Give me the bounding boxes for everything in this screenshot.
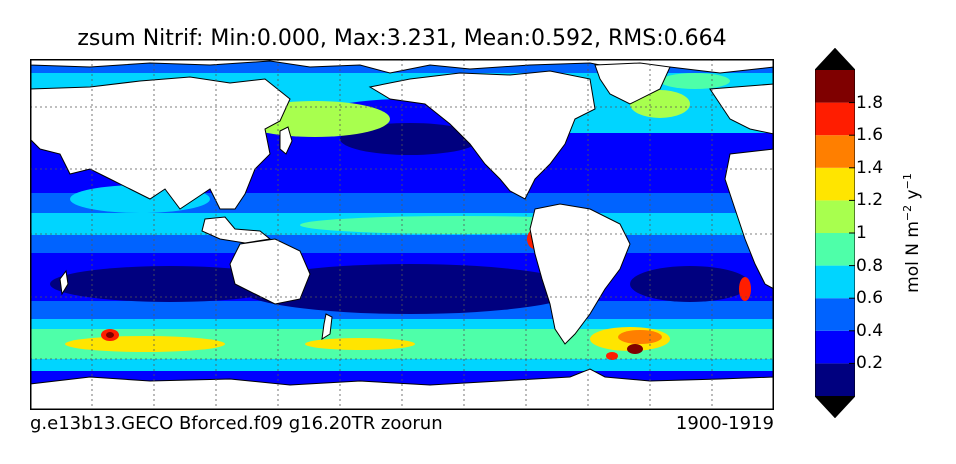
north-atlantic-yellow	[660, 73, 730, 89]
colorbar-segment	[815, 167, 855, 201]
map-grid	[30, 59, 774, 410]
land-africa	[724, 148, 774, 290]
land-indonesia	[201, 216, 272, 244]
colorbar-tick-label: 0.4	[856, 320, 884, 341]
patagonia-shelf-orange	[618, 330, 662, 344]
south-georgia-hotspot	[606, 352, 618, 360]
colorbar-label: mol N m−2 y−1	[901, 173, 923, 293]
south-atlantic-gyre	[630, 266, 750, 302]
colorbar	[815, 48, 855, 418]
crozet-core	[106, 332, 114, 338]
colorbar-segment	[815, 363, 855, 396]
benguela-red	[739, 277, 751, 301]
land-eurasia-west	[30, 76, 291, 210]
colorbar-extend-min	[815, 396, 855, 418]
southern-yellow-indian	[65, 336, 225, 352]
colorbar-segment	[815, 265, 855, 299]
colorbar-tick-label: 1.4	[856, 157, 884, 178]
land-south-america	[529, 203, 631, 345]
falklands-hotspot	[627, 344, 643, 354]
land-madagascar	[59, 269, 69, 296]
colorbar-segment	[815, 102, 855, 136]
south-indian-gyre	[50, 266, 290, 302]
colorbar-segment	[815, 330, 855, 364]
colorbar-tick-label: 0.8	[856, 255, 884, 276]
colorbar-outline	[815, 48, 855, 418]
north-pacific-core	[340, 123, 480, 155]
land-europe	[709, 83, 774, 135]
colorbar-segment	[815, 233, 855, 266]
map-plot	[30, 59, 774, 410]
colorbar-segment	[815, 135, 855, 168]
colorbar-segment	[815, 70, 855, 103]
colorbar-segment	[815, 200, 855, 233]
colorbar-tick-label: 1.2	[856, 190, 884, 211]
colorbar-tick-label: 1	[856, 223, 867, 243]
colorbar-tick-label: 0.2	[856, 353, 884, 374]
period-label: 1900-1919	[675, 413, 774, 434]
south-pacific-gyre	[240, 264, 580, 314]
land-australia	[229, 238, 311, 305]
map-frame	[30, 59, 774, 410]
colorbar-tick-label: 1.6	[856, 125, 884, 146]
land-japan	[279, 126, 293, 155]
southern-yellow-pacific	[305, 338, 415, 350]
land-new-zealand	[321, 313, 333, 340]
dataset-label: g.e13b13.GECO Bforced.f09 g16.20TR zooru…	[30, 413, 443, 434]
colorbar-tick-label: 1.8	[856, 92, 884, 113]
colorbar-extend-max	[815, 48, 855, 70]
colorbar-tick-label: 0.6	[856, 288, 884, 309]
chart-title: zsum Nitrif: Min:0.000, Max:3.231, Mean:…	[77, 26, 727, 51]
land-north-america	[368, 70, 596, 200]
land-greenland	[594, 62, 671, 105]
colorbar-segment	[815, 298, 855, 331]
